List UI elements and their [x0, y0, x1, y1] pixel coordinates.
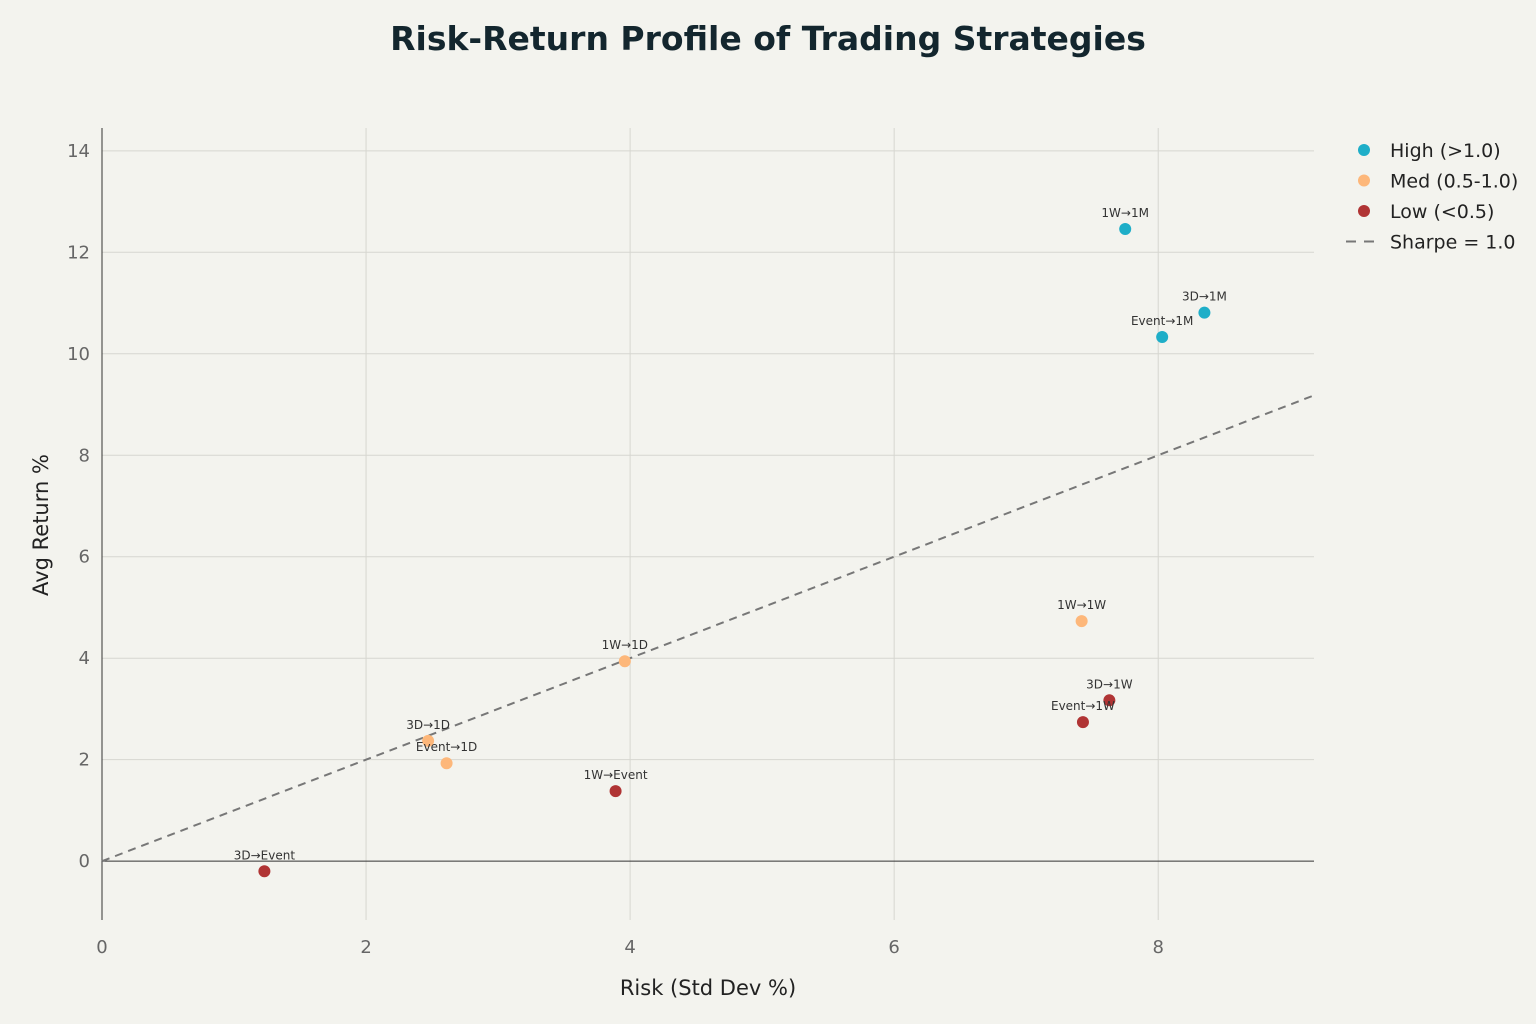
- sharpe-reference-line: [101, 394, 1315, 863]
- legend-entry: Sharpe = 1.0: [1390, 232, 1516, 254]
- legend-entry: Med (0.5-1.0): [1390, 171, 1518, 193]
- data-label: 1W→Event: [584, 768, 648, 782]
- data-point: [422, 734, 435, 747]
- data-point: [1075, 615, 1088, 628]
- y-axis-label: Avg Return %: [29, 454, 53, 596]
- data-label: 1W→1M: [1101, 206, 1149, 220]
- data-point: [1198, 306, 1211, 319]
- chart-title: Risk-Return Profile of Trading Strategie…: [390, 19, 1146, 58]
- x-tick-label: 6: [888, 937, 899, 958]
- data-point: [1076, 716, 1089, 729]
- y-tick-label: 8: [79, 445, 90, 466]
- y-tick-label: 4: [79, 648, 90, 669]
- data-point: [1119, 222, 1132, 235]
- x-tick-label: 8: [1152, 937, 1163, 958]
- data-label: 1W→1W: [1057, 598, 1106, 612]
- legend-marker: [1358, 205, 1370, 217]
- x-axis-label: Risk (Std Dev %): [620, 976, 796, 1000]
- data-point: [1156, 331, 1169, 344]
- data-label: 3D→1W: [1086, 677, 1133, 691]
- legend-entry: Low (<0.5): [1390, 201, 1494, 223]
- data-label: Event→1D: [416, 740, 477, 754]
- data-label: 3D→1D: [406, 718, 450, 732]
- x-tick-label: 0: [96, 937, 107, 958]
- y-tick-label: 6: [79, 547, 90, 568]
- legend-entry: High (>1.0): [1390, 140, 1501, 162]
- data-label: Event→1W: [1051, 699, 1115, 713]
- data-label: 3D→Event: [234, 848, 296, 862]
- data-point: [1103, 694, 1116, 707]
- y-tick-label: 12: [67, 242, 90, 263]
- y-tick-label: 10: [67, 344, 90, 365]
- x-tick-label: 4: [624, 937, 635, 958]
- y-tick-label: 14: [67, 141, 90, 162]
- legend-marker: [1358, 174, 1370, 187]
- data-label: 3D→1M: [1182, 290, 1227, 304]
- y-tick-label: 0: [79, 851, 90, 872]
- legend-marker: [1358, 144, 1370, 156]
- data-point: [440, 757, 453, 770]
- data-point: [258, 865, 271, 878]
- data-label: 1W→1D: [602, 638, 648, 652]
- x-tick-label: 2: [360, 937, 371, 958]
- data-point: [618, 655, 631, 668]
- data-label: Event→1M: [1131, 314, 1193, 328]
- data-point: [609, 785, 622, 798]
- y-tick-label: 2: [79, 750, 90, 771]
